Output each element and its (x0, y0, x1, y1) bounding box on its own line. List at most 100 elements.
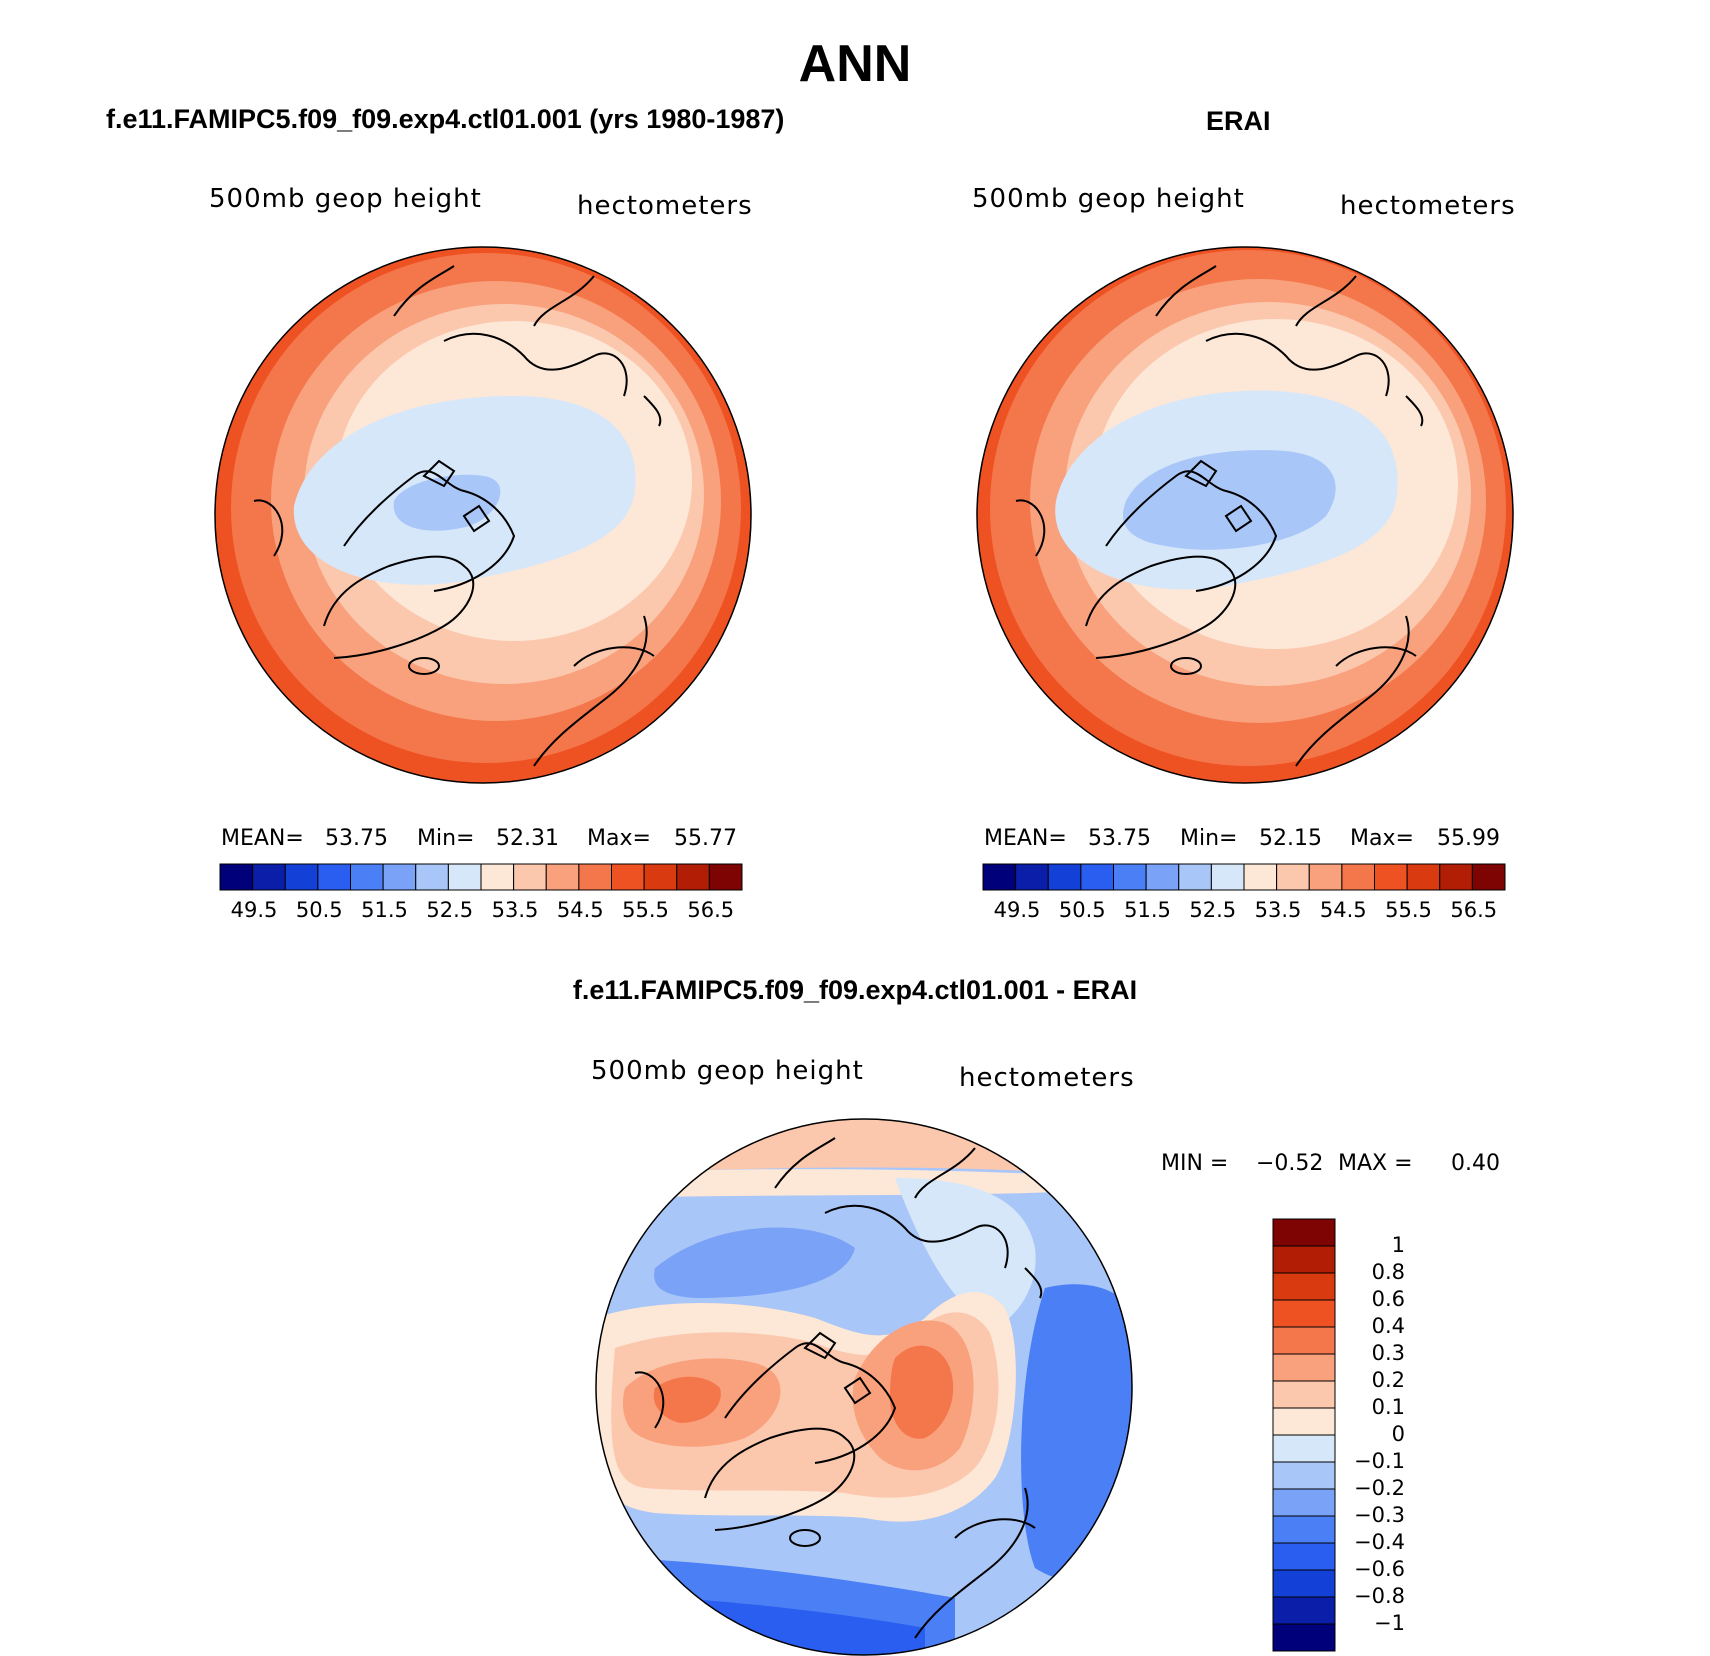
colorbar-tick-label: 0.3 (1371, 1341, 1405, 1365)
panel-1-colorbar-labels: 49.5 50.5 51.5 52.5 53.5 54.5 55.5 56.5 (220, 898, 742, 924)
panel-2-units: hectometers (1340, 191, 1516, 221)
colorbar-tick-label: 52.5 (426, 898, 474, 922)
colorbar-swatch (1272, 1380, 1336, 1409)
colorbar-swatch (382, 863, 417, 891)
diff-max-label: MAX = (1338, 1151, 1413, 1176)
panel-1-units: hectometers (577, 191, 753, 221)
colorbar-swatch (1272, 1353, 1336, 1382)
panel-2-min-value: 52.15 (1259, 826, 1322, 851)
colorbar-swatch (1272, 1407, 1336, 1436)
colorbar-swatch (1374, 863, 1408, 891)
colorbar-tick-label: 51.5 (1124, 898, 1171, 922)
colorbar-swatch (284, 863, 319, 891)
colorbar-tick-label: 0.6 (1371, 1287, 1405, 1311)
panel-1-variable: 500mb geop height (209, 184, 482, 214)
colorbar-swatch (1272, 1623, 1336, 1652)
colorbar-swatch (415, 863, 449, 891)
diff-colorbar (1272, 1218, 1336, 1652)
colorbar-tick-label: 55.5 (622, 898, 669, 922)
colorbar-tick-label: 50.5 (295, 898, 343, 922)
panel-1-polar-map (214, 246, 752, 784)
panel-1-mean-value: 53.75 (325, 826, 388, 851)
colorbar-swatch (1015, 863, 1049, 891)
panel-2-mean-value: 53.75 (1088, 826, 1151, 851)
diff-panel-title: f.e11.FAMIPC5.f09_f09.exp4.ctl01.001 - E… (572, 975, 1138, 1005)
panel-2-variable: 500mb geop height (972, 184, 1245, 214)
colorbar-swatch (1243, 863, 1278, 891)
colorbar-tick-label: −0.8 (1354, 1584, 1405, 1608)
colorbar-swatch (1471, 863, 1506, 891)
colorbar-tick-label: −0.6 (1354, 1557, 1405, 1581)
panel-2-min-label: Min= (1180, 826, 1238, 851)
colorbar-swatch (1272, 1272, 1336, 1301)
colorbar-swatch (219, 863, 254, 891)
colorbar-tick-label: 56.5 (1450, 898, 1498, 922)
colorbar-tick-label: 0 (1391, 1422, 1405, 1446)
colorbar-swatch (1406, 863, 1441, 891)
colorbar-tick-label: 0.2 (1371, 1368, 1405, 1392)
colorbar-tick-label: 49.5 (993, 898, 1041, 922)
panel-1-max-label: Max= (587, 826, 651, 851)
colorbar-tick-label: 55.5 (1385, 898, 1432, 922)
diff-colorbar-labels: 1 0.8 0.6 0.4 0.3 0.2 0.1 0 −0.1 −0.2 −0.3 −0.4 −0.6… (1343, 1219, 1453, 1651)
colorbar-swatch (643, 863, 678, 891)
colorbar-swatch (1272, 1542, 1336, 1571)
colorbar-swatch (545, 863, 580, 891)
colorbar-tick-label: 0.1 (1371, 1395, 1405, 1419)
colorbar-swatch (1272, 1488, 1336, 1517)
colorbar-swatch (1341, 863, 1375, 891)
colorbar-swatch (480, 863, 515, 891)
colorbar-swatch (1272, 1245, 1336, 1274)
colorbar-swatch (1272, 1569, 1336, 1598)
panel-1-max-value: 55.77 (674, 826, 737, 851)
panel-2-colorbar (982, 863, 1506, 891)
colorbar-swatch (708, 863, 743, 891)
colorbar-tick-label: 49.5 (230, 898, 278, 922)
colorbar-tick-label: 56.5 (687, 898, 735, 922)
panel-1-title: f.e11.FAMIPC5.f09_f09.exp4.ctl01.001 (yr… (106, 104, 785, 134)
panel-1-colorbar (219, 863, 743, 891)
panel-2-max-value: 55.99 (1437, 826, 1500, 851)
colorbar-swatch (1272, 1515, 1336, 1544)
colorbar-tick-label: 53.5 (1254, 898, 1302, 922)
colorbar-swatch (513, 863, 547, 891)
colorbar-tick-label: 52.5 (1189, 898, 1237, 922)
diff-panel-variable: 500mb geop height (591, 1056, 864, 1086)
figure-title: ANN (798, 35, 912, 93)
panel-1-mean-label: MEAN= (221, 826, 304, 851)
diff-min-value: −0.52 (1256, 1151, 1324, 1176)
panel-2-colorbar-labels: 49.5 50.5 51.5 52.5 53.5 54.5 55.5 56.5 (983, 898, 1505, 924)
colorbar-swatch (350, 863, 384, 891)
colorbar-tick-label: −0.1 (1354, 1449, 1405, 1473)
colorbar-swatch (1145, 863, 1180, 891)
colorbar-swatch (1272, 1596, 1336, 1625)
panel-1-min-label: Min= (417, 826, 475, 851)
colorbar-tick-label: 54.5 (1319, 898, 1367, 922)
colorbar-swatch (578, 863, 612, 891)
colorbar-swatch (1272, 1326, 1336, 1355)
colorbar-swatch (252, 863, 286, 891)
diff-panel-units: hectometers (959, 1063, 1135, 1093)
colorbar-tick-label: −0.2 (1354, 1476, 1405, 1500)
colorbar-swatch (1178, 863, 1212, 891)
diff-max-value: 0.40 (1451, 1151, 1500, 1176)
colorbar-tick-label: 0.8 (1371, 1260, 1405, 1284)
colorbar-swatch (447, 863, 482, 891)
diff-min-label: MIN = (1161, 1151, 1229, 1176)
colorbar-tick-label: 50.5 (1058, 898, 1106, 922)
colorbar-tick-label: 53.5 (491, 898, 539, 922)
colorbar-swatch (611, 863, 645, 891)
colorbar-swatch (317, 863, 351, 891)
colorbar-tick-label: −0.3 (1354, 1503, 1405, 1527)
colorbar-swatch (1080, 863, 1114, 891)
colorbar-swatch (1308, 863, 1343, 891)
panel-2-mean-label: MEAN= (984, 826, 1067, 851)
colorbar-swatch (1047, 863, 1082, 891)
colorbar-swatch (1276, 863, 1310, 891)
colorbar-tick-label: 0.4 (1371, 1314, 1405, 1338)
colorbar-swatch (1272, 1461, 1336, 1490)
colorbar-tick-label: 54.5 (556, 898, 604, 922)
panel-1-min-value: 52.31 (496, 826, 559, 851)
colorbar-swatch (1272, 1218, 1336, 1247)
colorbar-swatch (676, 863, 710, 891)
